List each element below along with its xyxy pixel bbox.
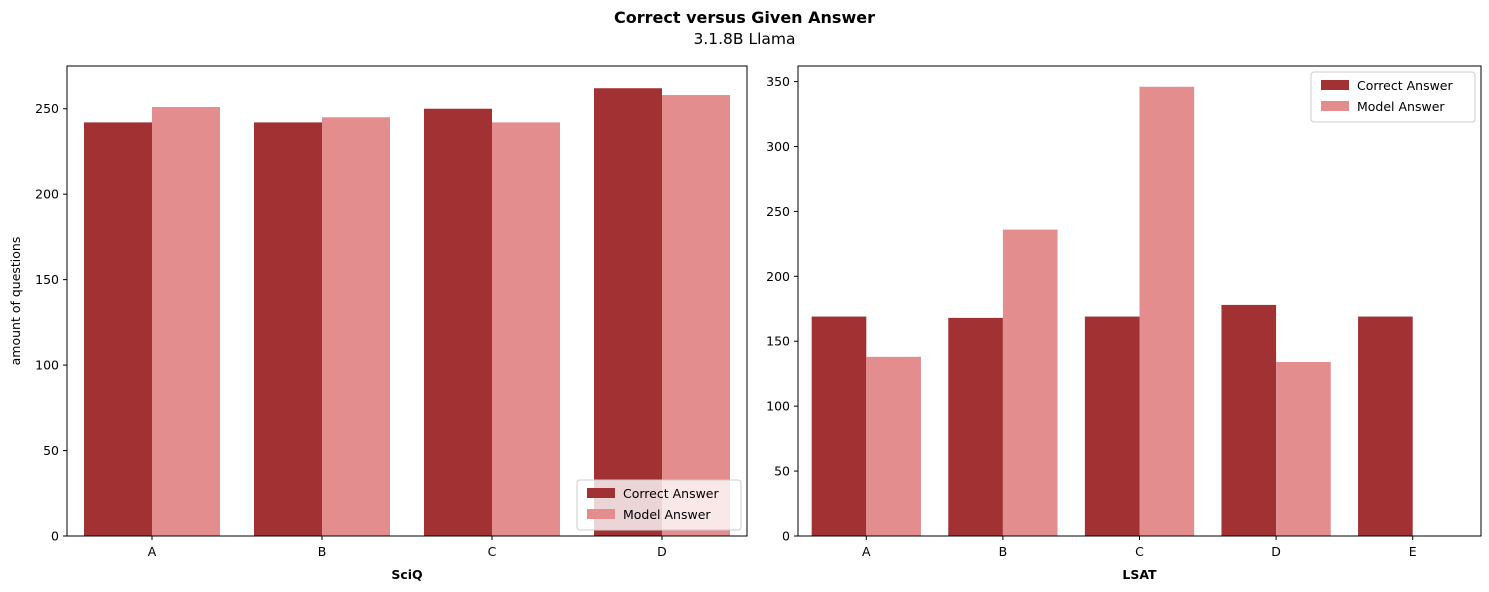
- lsat-ytick-label: 150: [766, 334, 790, 349]
- lsat-legend-swatch-correct: [1321, 80, 1349, 90]
- sciq-x-axis-label: SciQ: [391, 567, 422, 582]
- lsat-ytick-label: 0: [782, 529, 790, 544]
- lsat-ytick-label: 200: [766, 269, 790, 284]
- sciq-bar-model-A: [152, 107, 220, 537]
- lsat-xtick-label: E: [1409, 544, 1417, 559]
- lsat-xtick-label: A: [862, 544, 871, 559]
- sciq-xtick-label: A: [148, 544, 157, 559]
- sciq-legend-box: [576, 479, 742, 531]
- sciq-bar-model-D: [662, 95, 730, 537]
- lsat-bar-correct-A: [811, 316, 867, 536]
- lsat-bar-correct-D: [1221, 304, 1277, 536]
- sciq-bar-correct-A: [84, 122, 152, 537]
- sciq-bar-correct-D: [594, 88, 662, 536]
- lsat-ytick-label: 50: [774, 464, 790, 479]
- sciq-plot-frame: [66, 65, 748, 537]
- lsat-xtick-label: B: [999, 544, 1008, 559]
- sciq-xtick-label: D: [657, 544, 667, 559]
- lsat-bar-model-A: [866, 356, 921, 536]
- sciq-legend-label-correct: Correct Answer: [623, 486, 719, 501]
- lsat-bar-model-B: [1002, 229, 1058, 536]
- lsat-bar-model-C: [1139, 86, 1195, 537]
- sciq-ytick-label: 100: [35, 358, 59, 373]
- sciq-xtick-label: B: [318, 544, 327, 559]
- lsat-ytick-label: 350: [766, 74, 790, 89]
- sciq-bar-correct-B: [254, 122, 322, 537]
- sciq-y-axis-label: amount of questions: [8, 237, 23, 366]
- figure-title: Correct versus Given Answer: [614, 8, 875, 27]
- sciq-ytick-label: 0: [51, 529, 59, 544]
- lsat-ytick-label: 100: [766, 399, 790, 414]
- lsat-x-axis-label: LSAT: [1122, 567, 1157, 582]
- sciq-legend-label-model: Model Answer: [623, 507, 711, 522]
- sciq-legend-swatch-correct: [587, 488, 615, 498]
- lsat-bar-correct-E: [1358, 316, 1413, 536]
- sciq-ytick-label: 150: [35, 272, 59, 287]
- sciq-bar-model-B: [322, 117, 390, 537]
- lsat-ytick-label: 250: [766, 204, 790, 219]
- lsat-bar-correct-C: [1084, 316, 1140, 536]
- sciq-ytick-label: 50: [43, 443, 59, 458]
- figure-subtitle: 3.1.8B Llama: [693, 30, 796, 48]
- sciq-ytick-label: 250: [35, 101, 59, 116]
- sciq-ytick-label: 200: [35, 187, 59, 202]
- lsat-legend-label-model: Model Answer: [1357, 99, 1445, 114]
- lsat-bar-model-D: [1276, 362, 1331, 536]
- lsat-legend-swatch-model: [1321, 101, 1349, 111]
- lsat-legend-box: [1310, 71, 1476, 123]
- sciq-bar-model-C: [492, 122, 560, 537]
- sciq-xtick-label: C: [488, 544, 497, 559]
- sciq-bar-correct-C: [424, 108, 492, 536]
- sciq-legend-swatch-model: [587, 509, 615, 519]
- lsat-ytick-label: 300: [766, 139, 790, 154]
- lsat-legend-label-correct: Correct Answer: [1357, 78, 1453, 93]
- lsat-bar-correct-B: [948, 317, 1003, 536]
- lsat-xtick-label: C: [1135, 544, 1144, 559]
- lsat-xtick-label: D: [1271, 544, 1281, 559]
